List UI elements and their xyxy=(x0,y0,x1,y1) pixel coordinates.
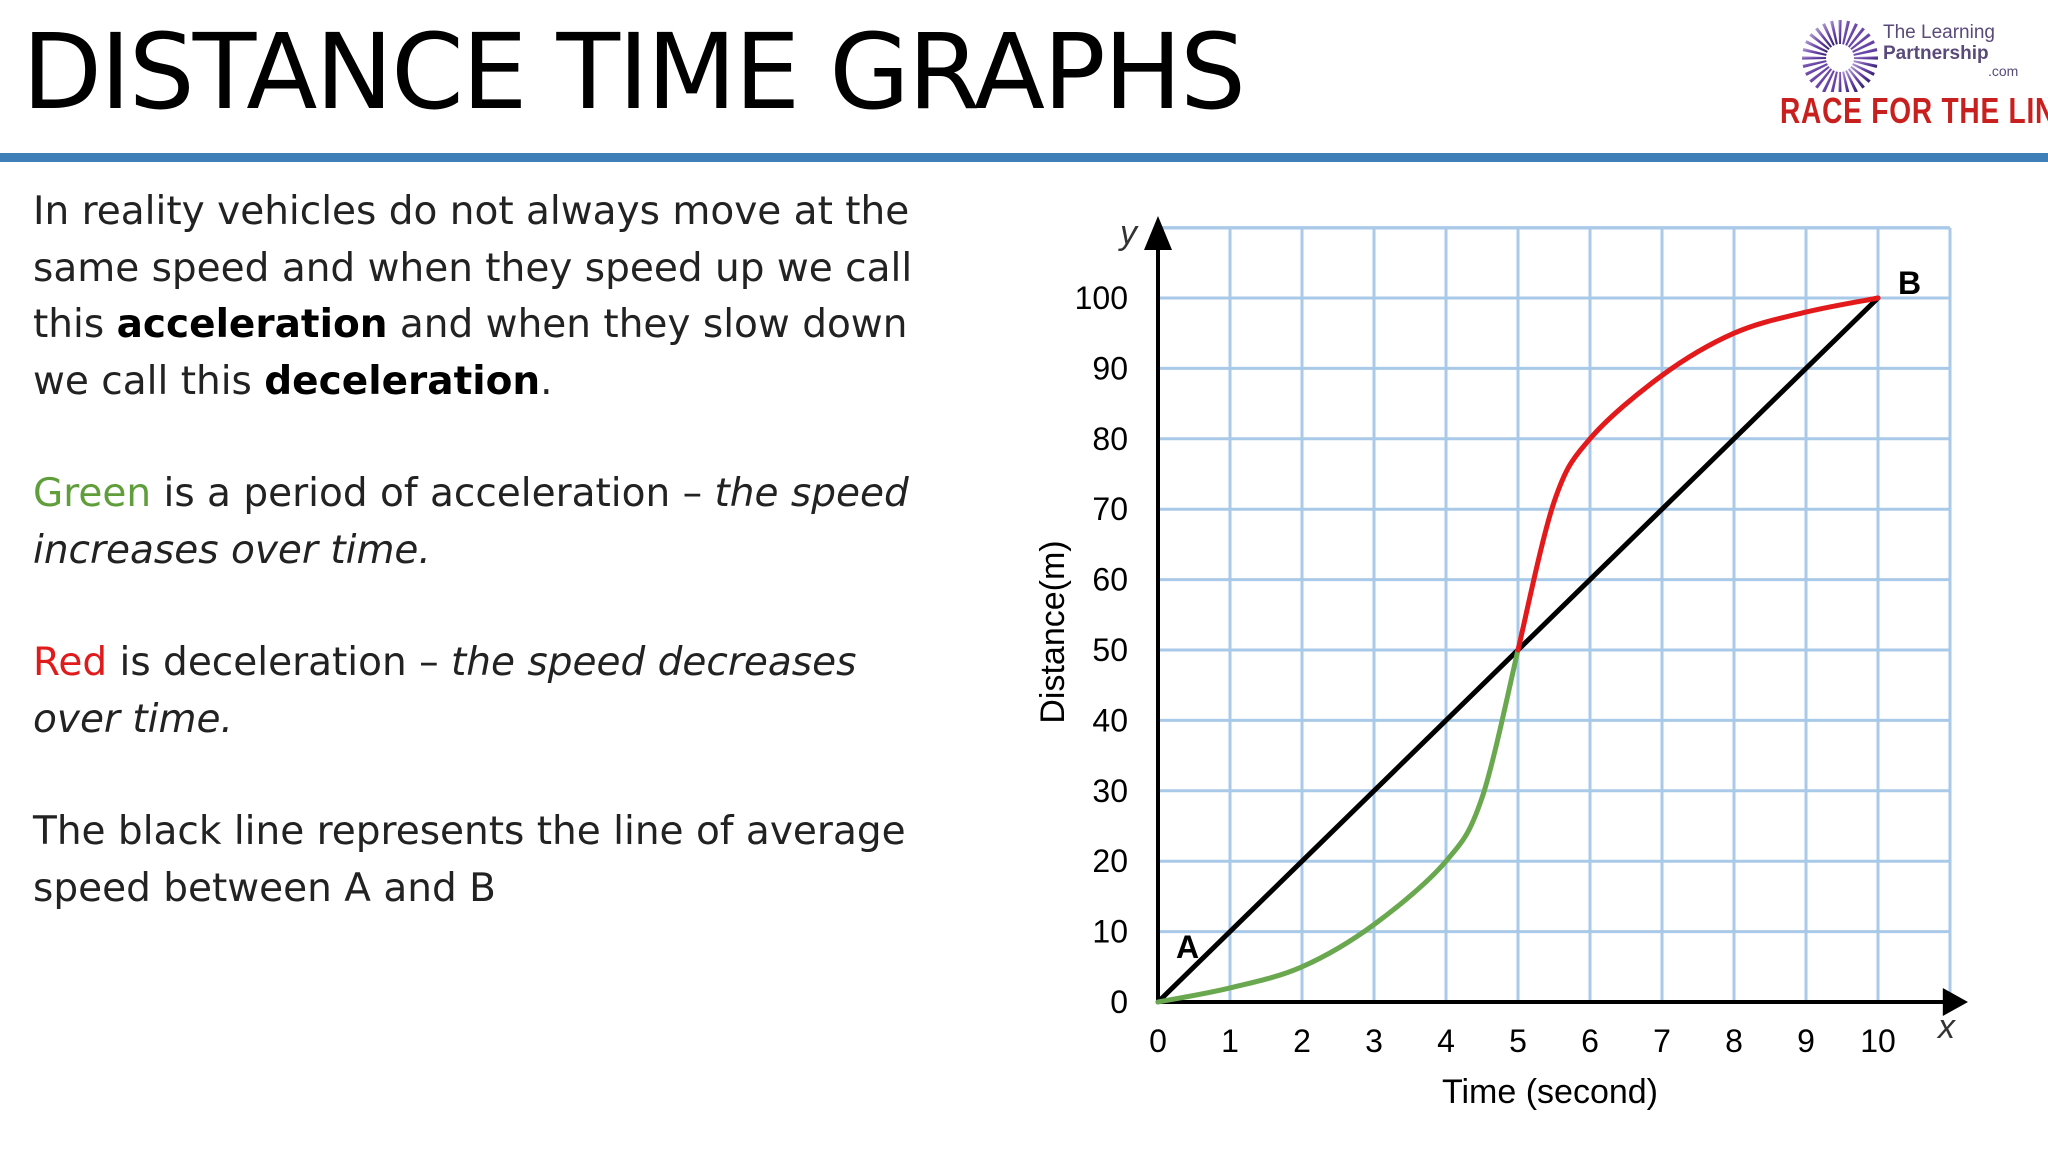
y-tick-label: 10 xyxy=(1092,914,1128,950)
sunburst-logo-icon xyxy=(1802,20,1878,92)
sunburst-ray xyxy=(1805,63,1828,76)
sunburst-ray xyxy=(1802,60,1827,69)
y-axis-label: Distance(m) xyxy=(1034,540,1072,723)
logo-text: The Learning Partnership .com xyxy=(1883,22,2018,78)
x-axis-label: Time (second) xyxy=(1442,1073,1658,1111)
sunburst-ray xyxy=(1850,33,1871,51)
sunburst-ray xyxy=(1850,65,1871,83)
green-text: is a period of acceleration – xyxy=(151,471,715,516)
explanation-text: In reality vehicles do not always move a… xyxy=(33,184,933,973)
green-label: Green xyxy=(33,471,152,516)
chart-series xyxy=(1155,295,1881,1005)
y-tick-label: 0 xyxy=(1110,984,1128,1020)
paragraph-red: Red is deceleration – the speed decrease… xyxy=(33,635,933,748)
paragraph-black-line: The black line represents the line of av… xyxy=(33,809,906,911)
sunburst-ray xyxy=(1853,60,1878,69)
sunburst-ray xyxy=(1822,70,1835,92)
x-tick-label: 5 xyxy=(1509,1023,1527,1059)
logo-line-1: The Learning xyxy=(1883,22,1995,43)
x-tick-label: 10 xyxy=(1860,1023,1896,1059)
sunburst-ray xyxy=(1815,27,1833,48)
logo-line-2: Partnership xyxy=(1883,43,1989,64)
paragraph-green: Green is a period of acceleration – the … xyxy=(33,466,933,579)
sunburst-ray xyxy=(1822,23,1835,46)
intro-text-2: and when they slow down we call this xyxy=(33,302,908,404)
title-divider xyxy=(0,153,2048,162)
y-tick-label: 100 xyxy=(1075,280,1128,316)
sunburst-ray xyxy=(1815,68,1833,89)
chart-axes xyxy=(1144,216,1968,1016)
intro-text-1: In reality vehicles do not always move a… xyxy=(33,189,913,347)
red-italic: the speed decreases over time. xyxy=(33,640,857,742)
term-acceleration: acceleration xyxy=(116,302,388,347)
logo-line-3: .com xyxy=(1988,63,2019,79)
sunburst-ray xyxy=(1809,65,1830,83)
y-tick-label: 70 xyxy=(1092,491,1128,527)
green-italic: the speed increases over time. xyxy=(33,471,909,573)
x-tick-label: 8 xyxy=(1725,1023,1743,1059)
y-tick-label: 90 xyxy=(1092,350,1128,386)
sunburst-ray xyxy=(1842,20,1851,45)
point-a-label: A xyxy=(1176,929,1199,965)
logo-tagline: RACE FOR THE LINE xyxy=(1780,90,2048,131)
chart-grid xyxy=(1156,226,1952,1004)
y-tick-label: 30 xyxy=(1092,773,1128,809)
chart-annotations: AB xyxy=(1176,265,1921,965)
sunburst-ray xyxy=(1830,71,1838,92)
x-tick-label: 6 xyxy=(1581,1023,1599,1059)
sunburst-ray xyxy=(1838,20,1842,45)
y-tick-label: 40 xyxy=(1092,702,1128,738)
sunburst-ray xyxy=(1842,71,1850,92)
paragraph-intro: In reality vehicles do not always move a… xyxy=(33,184,933,410)
y-tick-label: 60 xyxy=(1092,562,1128,598)
sunburst-ray xyxy=(1829,20,1838,45)
deceleration-curve xyxy=(1515,295,1881,653)
y-tick-label: 80 xyxy=(1092,421,1128,457)
x-tick-label: 2 xyxy=(1293,1023,1311,1059)
x-tick-label: 7 xyxy=(1653,1023,1671,1059)
term-deceleration: deceleration xyxy=(264,358,541,404)
sunburst-ray xyxy=(1838,71,1842,92)
intro-text-3: . xyxy=(540,358,553,404)
page-title: DISTANCE TIME GRAPHS xyxy=(22,11,1246,133)
x-tick-label: 0 xyxy=(1149,1023,1167,1059)
sunburst-ray xyxy=(1852,40,1875,53)
y-tick-label: 50 xyxy=(1092,632,1128,668)
sunburst-ray xyxy=(1809,33,1830,51)
sunburst-ray xyxy=(1805,40,1828,53)
x-axis-arrow xyxy=(1942,988,1968,1016)
sunburst-ray xyxy=(1853,56,1878,60)
red-text: is deceleration – xyxy=(107,640,452,685)
x-tick-label: 3 xyxy=(1365,1023,1383,1059)
sunburst-ray xyxy=(1802,56,1827,60)
sunburst-ray xyxy=(1847,68,1865,89)
sunburst-ray xyxy=(1847,27,1865,48)
x-tick-label: 9 xyxy=(1797,1023,1815,1059)
sunburst-ray xyxy=(1845,23,1858,46)
y-tick-label: 20 xyxy=(1092,843,1128,879)
point-b-label: B xyxy=(1898,265,1921,301)
sunburst-ray xyxy=(1802,47,1827,56)
y-axis-arrow xyxy=(1144,216,1172,250)
sunburst-ray xyxy=(1845,70,1858,92)
red-label: Red xyxy=(33,640,108,685)
y-axis-letter: y xyxy=(1118,214,1139,252)
sunburst-ray xyxy=(1852,63,1875,76)
sunburst-ray xyxy=(1853,47,1878,56)
x-axis-letter: x xyxy=(1936,1008,1956,1046)
acceleration-curve xyxy=(1155,647,1521,1005)
x-tick-label: 1 xyxy=(1221,1023,1239,1059)
x-tick-label: 4 xyxy=(1437,1023,1455,1059)
brand-logo: The Learning Partnership .com RACE FOR T… xyxy=(1775,12,2048,137)
